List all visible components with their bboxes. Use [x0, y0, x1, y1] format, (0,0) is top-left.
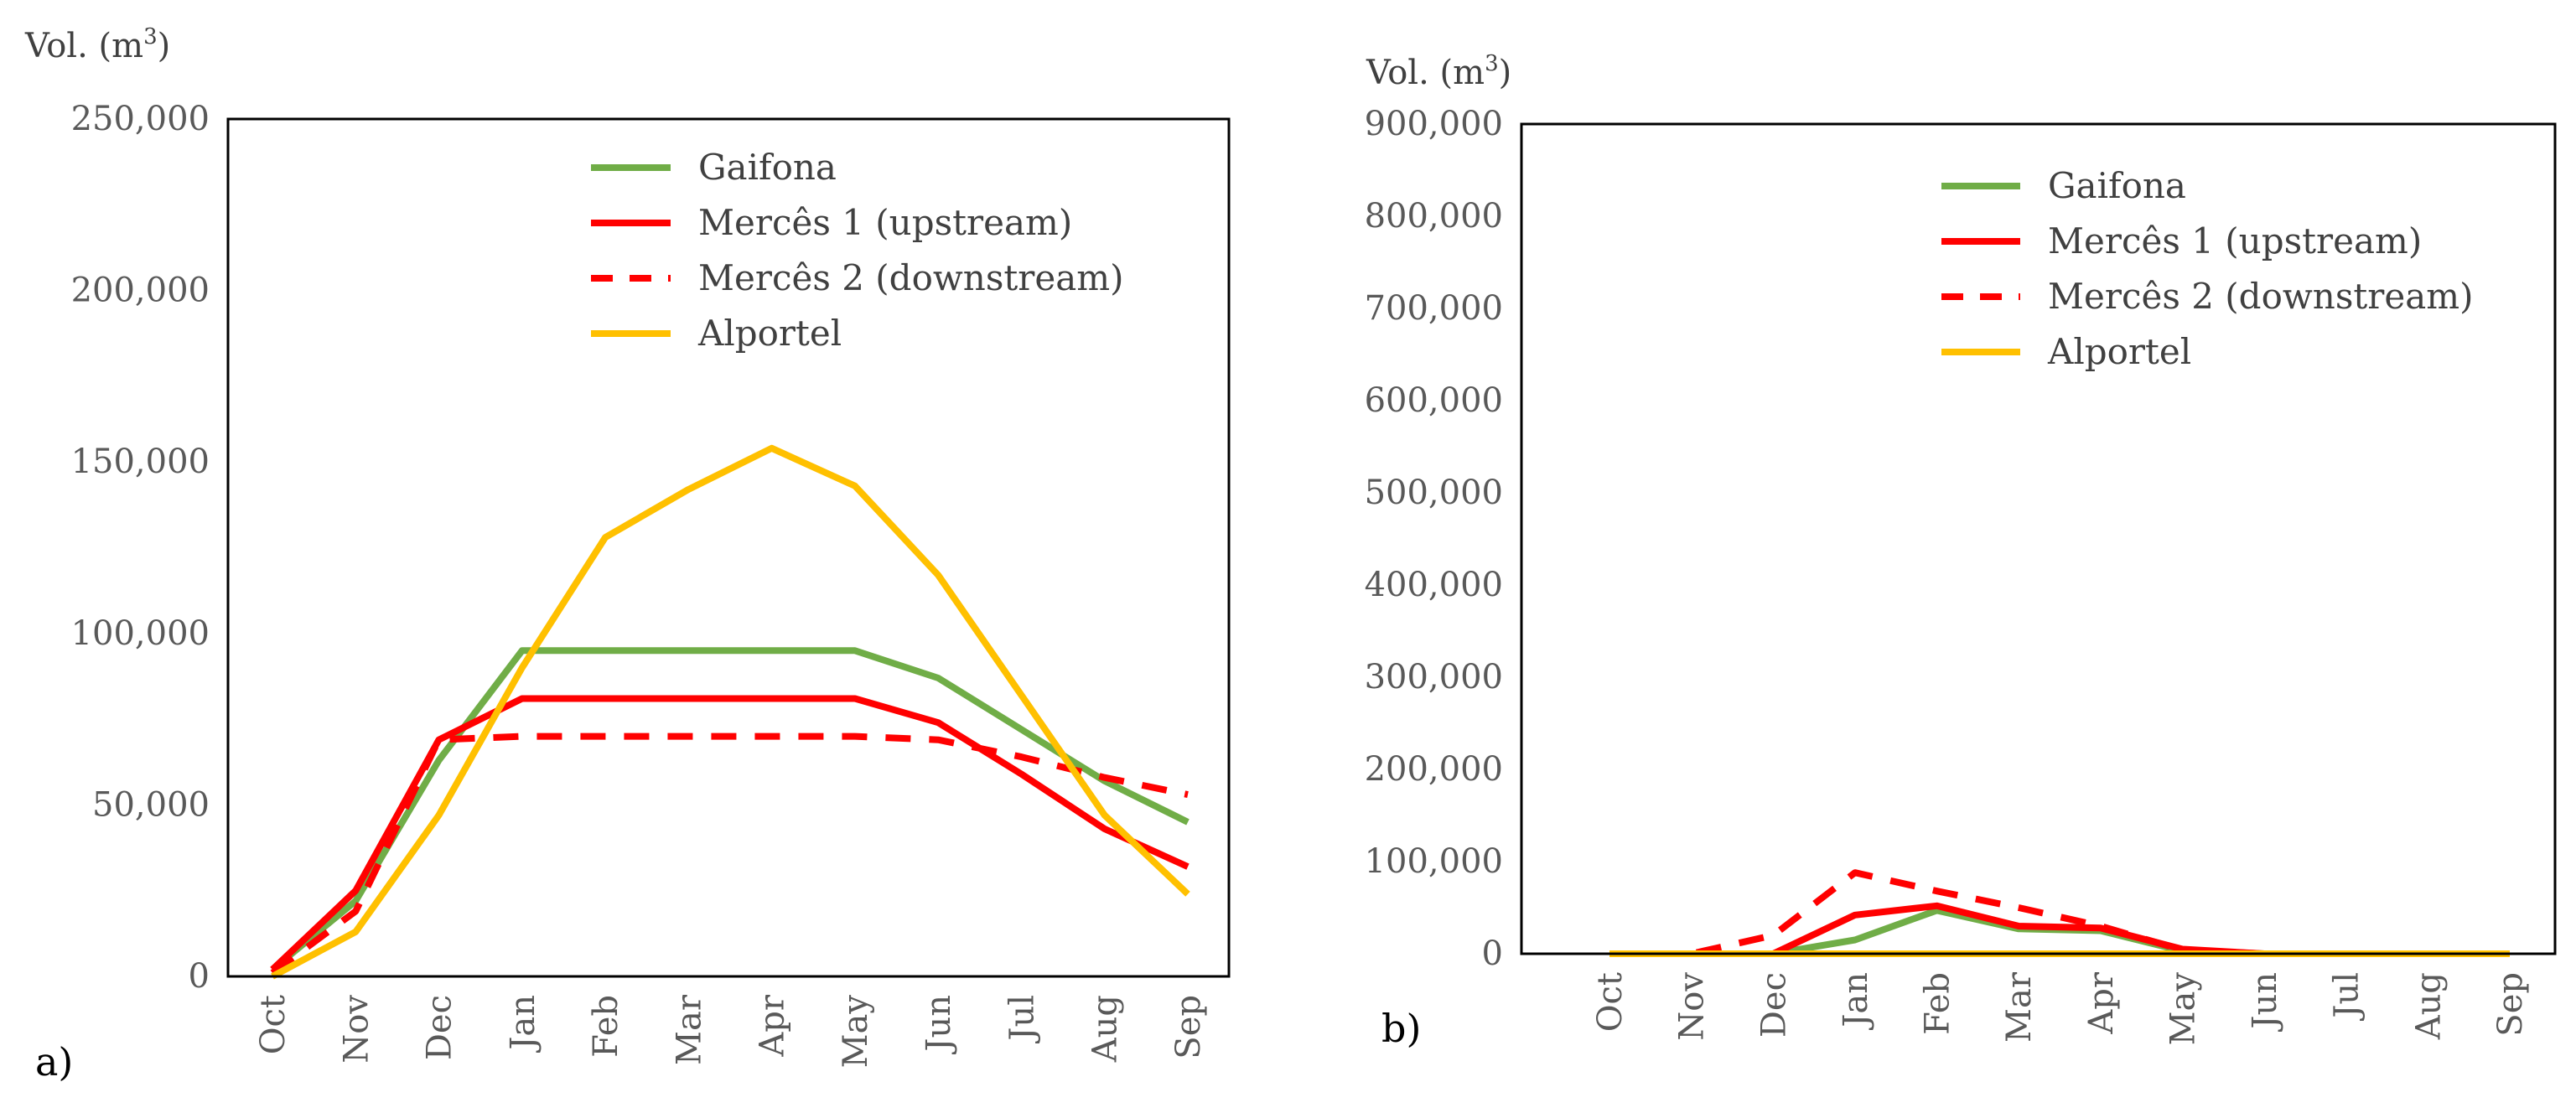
y-axis-label-text: Vol. (m — [24, 27, 143, 65]
x-tick-label: Sep — [1169, 995, 1208, 1059]
y-tick-label: 900,000 — [1365, 105, 1503, 143]
y-tick-label: 500,000 — [1365, 474, 1503, 512]
legend-label-merc-s-1-upstream: Mercês 1 (upstream) — [698, 202, 1072, 243]
y-tick-label: 150,000 — [71, 443, 210, 481]
legend-label-merc-s-1-upstream: Mercês 1 (upstream) — [2048, 220, 2422, 261]
x-tick-label: Aug — [1086, 995, 1125, 1063]
x-tick-label: Jul — [2328, 972, 2366, 1022]
y-tick-label: 100,000 — [71, 614, 210, 653]
y-axis-label-close: ) — [1499, 54, 1512, 92]
x-tick-label: Feb — [587, 995, 625, 1058]
y-axis-label-text: Vol. (m — [1366, 54, 1485, 92]
y-tick-label: 50,000 — [92, 785, 210, 824]
panel-label-a: a) — [35, 1039, 74, 1085]
y-tick-label: 0 — [189, 957, 210, 996]
x-tick-label: Mar — [2000, 971, 2039, 1043]
legend-label-gaifona: Gaifona — [2048, 165, 2186, 206]
series-line-gaifona — [270, 647, 1190, 972]
x-tick-label: Dec — [421, 995, 459, 1060]
y-tick-label: 200,000 — [1365, 750, 1503, 789]
y-tick-label: 0 — [1482, 934, 1503, 973]
y-tick-label: 400,000 — [1365, 566, 1503, 604]
y-axis-label-superscript: 3 — [143, 24, 158, 49]
x-tick-label: Apr — [754, 994, 792, 1057]
x-tick-label: Nov — [337, 995, 376, 1064]
y-tick-label: 250,000 — [71, 100, 210, 138]
x-tick-label: Feb — [1919, 972, 1957, 1035]
y-axis-label-superscript: 3 — [1485, 51, 1499, 76]
y-tick-label: 600,000 — [1365, 381, 1503, 420]
chart-panel-b: Vol. (m3) 0 100,000 200,000 300,000 400,000 50… — [1365, 51, 2557, 1046]
plot-frame — [1520, 122, 2557, 955]
panel-label-b: b) — [1381, 1006, 1422, 1051]
legend-label-merc-s-2-downstream: Mercês 2 (downstream) — [698, 257, 1123, 298]
y-axis-label: Vol. (m3) — [24, 24, 170, 65]
legend-label-gaifona: Gaifona — [698, 147, 837, 188]
series-line-alportel — [271, 444, 1190, 980]
y-tick-label: 100,000 — [1365, 842, 1503, 881]
y-tick-label: 800,000 — [1365, 197, 1503, 236]
series-line-merc-s-1-upstream — [1609, 902, 2510, 957]
series-line-merc-s-2-downstream — [1609, 869, 2510, 957]
y-tick-label: 300,000 — [1365, 658, 1503, 696]
x-tick-label: Jun — [920, 995, 958, 1055]
y-axis-label-close: ) — [158, 27, 171, 65]
x-tick-label: Aug — [2409, 972, 2448, 1040]
series-line-merc-s-2-downstream — [270, 733, 1189, 976]
x-tick-label: Oct — [1591, 972, 1630, 1032]
plot-frame — [226, 117, 1231, 978]
x-tick-label: Jun — [2246, 972, 2284, 1033]
chart-panel-a: Vol. (m3) 0 50,000 100,000 150,000 200,000 250… — [24, 24, 1231, 1069]
x-tick-label: Dec — [1754, 972, 1793, 1038]
legend-label-alportel: Alportel — [697, 313, 842, 354]
x-tick-label: Sep — [2491, 972, 2530, 1037]
y-axis-label: Vol. (m3) — [1366, 51, 1511, 92]
x-tick-label: Jan — [504, 995, 542, 1053]
series-line-gaifona — [1609, 907, 2510, 957]
x-tick-label: May — [837, 995, 875, 1069]
x-tick-label: Mar — [670, 994, 708, 1065]
x-tick-label: Nov — [1673, 972, 1712, 1041]
legend-label-merc-s-2-downstream: Mercês 2 (downstream) — [2048, 276, 2473, 317]
y-tick-label: 200,000 — [71, 272, 210, 310]
x-tick-label: Apr — [2082, 971, 2121, 1034]
x-tick-label: Jan — [1837, 972, 1875, 1031]
y-tick-label: 700,000 — [1365, 289, 1503, 328]
x-tick-label: May — [2164, 972, 2202, 1046]
x-tick-label: Jul — [1003, 995, 1041, 1044]
x-tick-label: Oct — [254, 995, 293, 1054]
legend-label-alportel: Alportel — [2047, 331, 2191, 372]
